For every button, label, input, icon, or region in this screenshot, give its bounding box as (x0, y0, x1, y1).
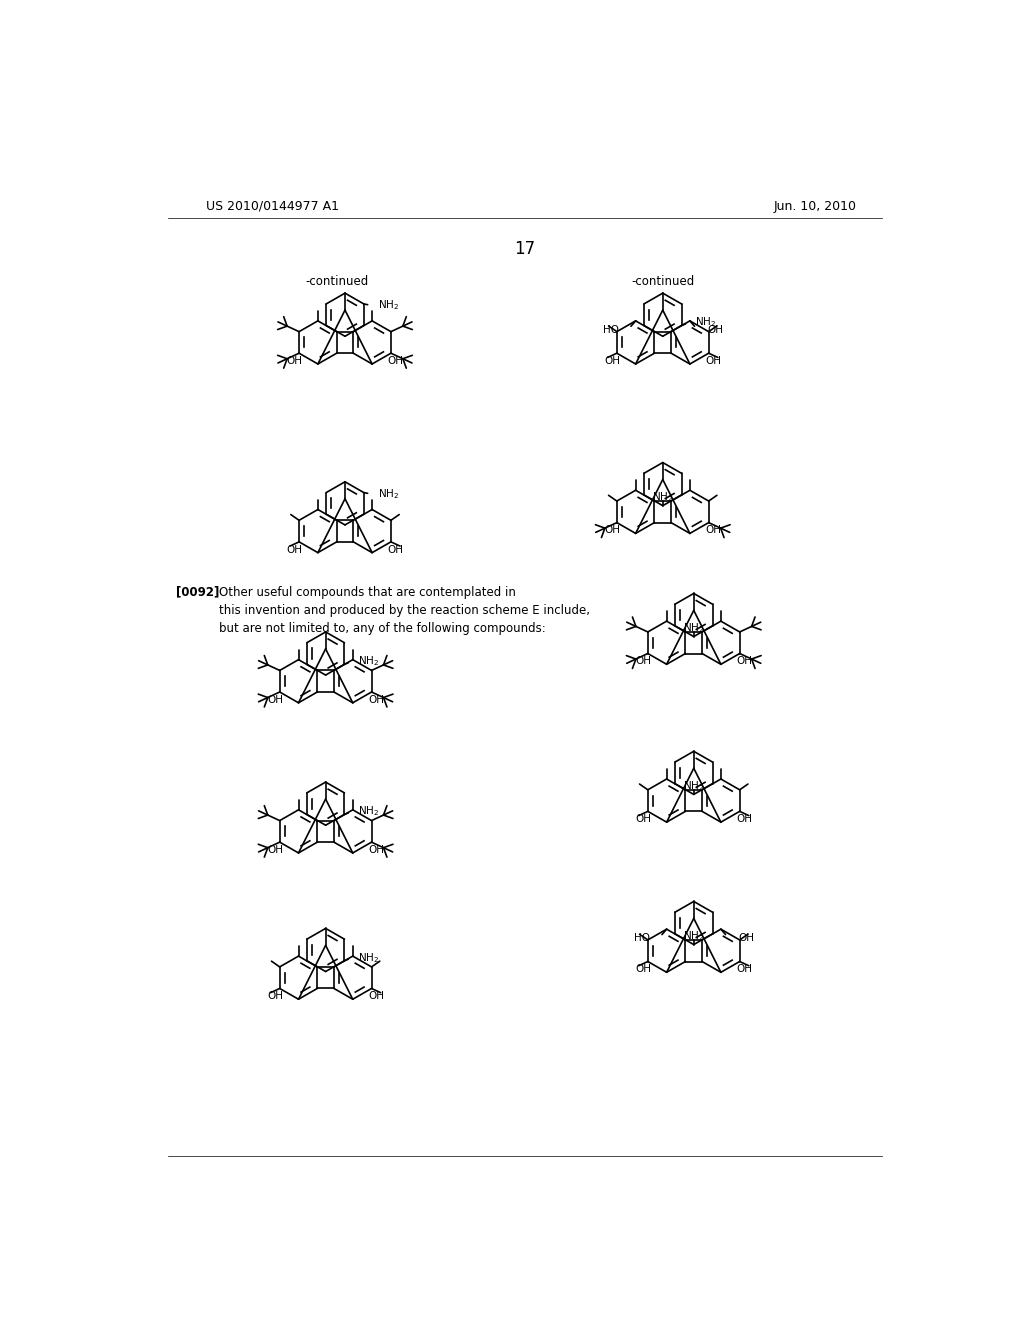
Text: Jun. 10, 2010: Jun. 10, 2010 (773, 199, 856, 213)
Text: NH$_2$: NH$_2$ (683, 622, 705, 635)
Text: NH$_2$: NH$_2$ (695, 315, 717, 329)
Text: OH: OH (267, 991, 283, 1001)
Text: OH: OH (287, 356, 302, 366)
Text: NH$_2$: NH$_2$ (378, 487, 399, 502)
Text: OH: OH (635, 964, 651, 974)
Text: OH: OH (707, 325, 723, 335)
Text: Other useful compounds that are contemplated in
this invention and produced by t: Other useful compounds that are contempl… (219, 586, 591, 635)
Text: HO: HO (602, 325, 618, 335)
Text: OH: OH (267, 845, 283, 855)
Text: US 2010/0144977 A1: US 2010/0144977 A1 (206, 199, 339, 213)
Text: 17: 17 (514, 240, 536, 259)
Text: OH: OH (736, 814, 753, 824)
Text: NH$_2$: NH$_2$ (683, 779, 705, 793)
Text: OH: OH (736, 964, 753, 974)
Text: NH$_2$: NH$_2$ (378, 298, 399, 313)
Text: OH: OH (706, 356, 721, 366)
Text: OH: OH (635, 814, 651, 824)
Text: OH: OH (369, 694, 384, 705)
Text: -continued: -continued (631, 275, 694, 288)
Text: OH: OH (388, 356, 403, 366)
Text: OH: OH (369, 845, 384, 855)
Text: OH: OH (604, 525, 621, 536)
Text: OH: OH (635, 656, 651, 667)
Text: OH: OH (736, 656, 753, 667)
Text: NH$_2$: NH$_2$ (652, 490, 674, 504)
Text: [0092]: [0092] (176, 586, 219, 599)
Text: NH$_2$: NH$_2$ (358, 655, 380, 668)
Text: -continued: -continued (305, 275, 369, 288)
Text: OH: OH (738, 933, 754, 944)
Text: OH: OH (706, 525, 721, 536)
Text: OH: OH (369, 991, 384, 1001)
Text: OH: OH (388, 545, 403, 554)
Text: OH: OH (287, 545, 302, 554)
Text: HO: HO (634, 933, 649, 944)
Text: NH$_2$: NH$_2$ (358, 950, 380, 965)
Text: NH$_2$: NH$_2$ (683, 929, 705, 942)
Text: OH: OH (267, 694, 283, 705)
Text: NH$_2$: NH$_2$ (358, 804, 380, 818)
Text: OH: OH (604, 356, 621, 366)
